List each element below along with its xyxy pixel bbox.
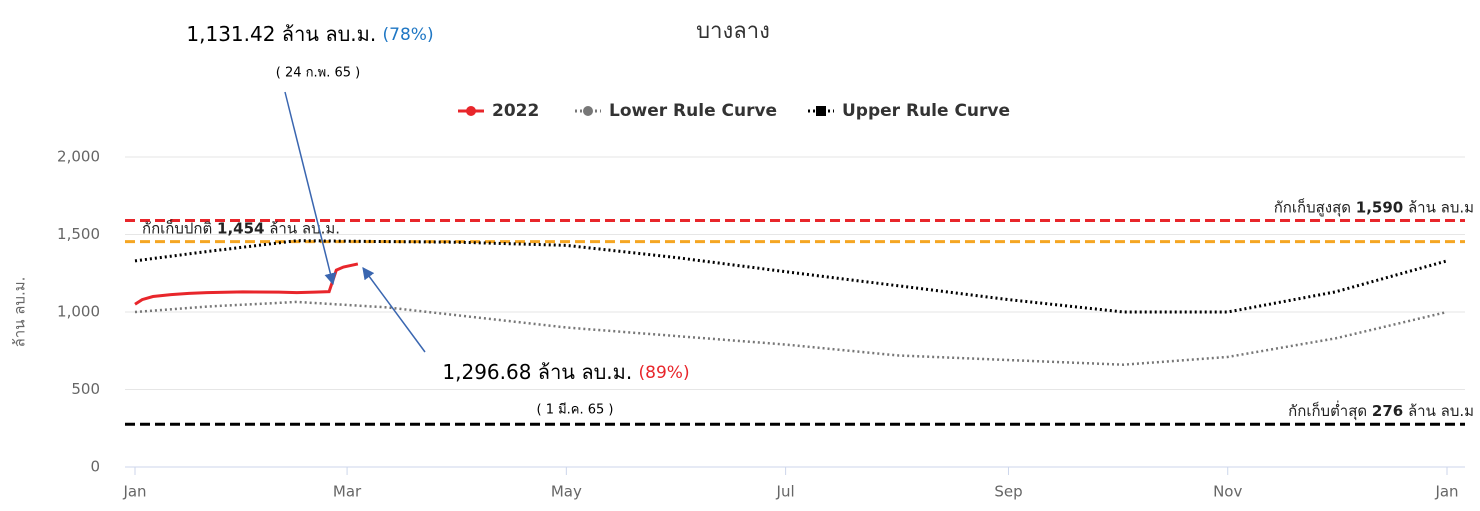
reference-lines: กักเก็บสูงสุด 1,590 ล้าน ลบ.มกักเก็บปกติ… bbox=[125, 197, 1474, 426]
annotation-percent: (89%) bbox=[639, 363, 690, 383]
annotation: 1,296.68 ล้าน ลบ.ม. (89%) bbox=[442, 360, 689, 384]
reference-label: กักเก็บปกติ 1,454 ล้าน ลบ.ม. bbox=[142, 218, 340, 237]
series-line bbox=[134, 300, 1448, 366]
reference-label-part: ล้าน ลบ.ม. bbox=[264, 219, 340, 237]
legend-item[interactable]: Lower Rule Curve bbox=[575, 101, 777, 121]
x-tick-label: Mar bbox=[333, 483, 362, 501]
reference-label-part: กักเก็บสูงสุด bbox=[1274, 197, 1356, 217]
y-tick-label: 2,000 bbox=[57, 148, 100, 166]
reference-label-part: 1,590 bbox=[1356, 198, 1403, 216]
x-tick-label: Jan bbox=[1434, 483, 1458, 501]
x-tick-label: Sep bbox=[994, 483, 1022, 501]
legend-marker bbox=[583, 106, 593, 116]
annotation-date: ( 24 ก.พ. 65 ) bbox=[276, 66, 360, 81]
y-tick-label: 1,500 bbox=[57, 225, 100, 243]
reference-label-part: ล้าน ลบ.ม bbox=[1403, 402, 1474, 420]
annotation-arrow bbox=[362, 267, 426, 353]
legend-label: 2022 bbox=[492, 101, 539, 121]
legend-item[interactable]: 2022 bbox=[458, 101, 539, 121]
reference-label-part: 1,454 bbox=[217, 219, 264, 237]
reference-label: กักเก็บสูงสุด 1,590 ล้าน ลบ.ม bbox=[1274, 197, 1474, 217]
reference-label-part: กักเก็บต่ำสุด bbox=[1288, 400, 1372, 421]
annotation: 1,131.42 ล้าน ลบ.ม. (78%) bbox=[186, 22, 433, 46]
annotation-percent: (78%) bbox=[383, 25, 434, 45]
annotation-arrow bbox=[284, 91, 337, 286]
x-tick-label: May bbox=[551, 483, 582, 501]
annotation-text: 1,131.42 ล้าน ลบ.ม. bbox=[186, 22, 376, 46]
y-tick-label: 500 bbox=[71, 380, 100, 398]
y-tick-label: 1,000 bbox=[57, 303, 100, 321]
chart-title: บางลาง bbox=[696, 19, 770, 44]
legend-marker bbox=[466, 106, 476, 116]
x-tick-label: Jul bbox=[776, 483, 795, 501]
reference-label: กักเก็บต่ำสุด 276 ล้าน ลบ.ม bbox=[1288, 400, 1474, 421]
series-line bbox=[134, 262, 359, 306]
reference-label-part: 276 bbox=[1372, 402, 1403, 420]
y-tick-label: 0 bbox=[90, 458, 100, 476]
grid: 0 500 1,000 1,500 2,000 Jan Mar May Jul Sep Nov Jan bbox=[57, 148, 1465, 501]
reference-label-part: กักเก็บปกติ bbox=[142, 218, 217, 237]
legend-label: Lower Rule Curve bbox=[609, 101, 777, 121]
annotation-text: 1,296.68 ล้าน ลบ.ม. bbox=[442, 360, 632, 384]
x-tick-label: Nov bbox=[1213, 483, 1242, 501]
reference-label-part: ล้าน ลบ.ม bbox=[1403, 198, 1474, 216]
x-tick-label: Jan bbox=[122, 483, 146, 501]
legend-label: Upper Rule Curve bbox=[842, 101, 1010, 121]
y-axis-label: ล้าน ลบ.ม. bbox=[11, 277, 29, 348]
legend-item[interactable]: Upper Rule Curve bbox=[808, 101, 1010, 121]
annotation-date: ( 1 มี.ค. 65 ) bbox=[536, 402, 613, 418]
legend-marker bbox=[816, 106, 826, 116]
series-lines bbox=[134, 239, 1448, 366]
legend: 2022 Lower Rule Curve Upper Rule Curve bbox=[458, 101, 1010, 121]
